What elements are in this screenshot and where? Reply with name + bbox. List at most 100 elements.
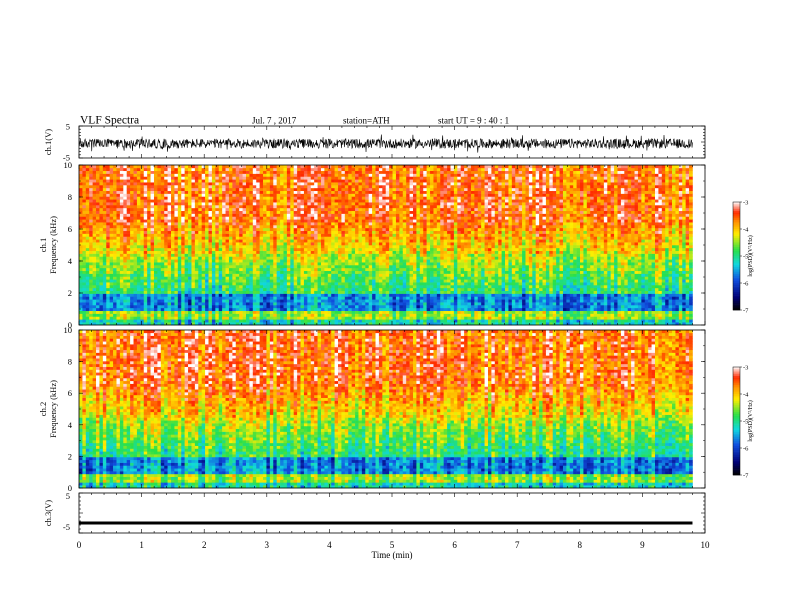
spectrogram-cell (126, 276, 131, 280)
spectrogram-cell (280, 182, 284, 186)
spectrogram-cell (314, 176, 318, 180)
spectrogram-cell (310, 253, 315, 257)
spectrogram-cell (259, 187, 264, 192)
spectrogram-cell (232, 296, 237, 300)
spectrogram-cell (259, 253, 264, 257)
spectrogram-cell (310, 202, 315, 206)
spectrogram-cell (324, 310, 329, 314)
spectrogram-cell (324, 245, 329, 249)
spectrogram-cell (171, 287, 175, 292)
spectrogram-cell (365, 167, 369, 172)
spectrogram-cell (167, 202, 172, 206)
spectrogram-cell (338, 287, 342, 292)
spectrogram-cell (96, 313, 100, 317)
spectrogram-cell (140, 205, 145, 209)
spectrogram-cell (215, 239, 220, 243)
spectrogram-cell (188, 296, 192, 300)
spectrogram-cell (269, 202, 274, 206)
spectrogram-cell (368, 265, 373, 269)
spectrogram-cell (85, 307, 90, 312)
spectrogram-cell (208, 185, 213, 189)
spectrogram-cell (355, 219, 359, 223)
spectrogram-cell (174, 210, 179, 214)
spectrogram-cell (235, 273, 240, 277)
spectrogram-cell (126, 310, 131, 314)
spectrogram-cell (181, 199, 185, 203)
spectrogram-cell (358, 230, 363, 234)
spectrogram-cell (341, 293, 346, 297)
spectrogram-cell (351, 190, 356, 194)
spectrogram-cell (320, 185, 325, 189)
spectrogram-cell (157, 213, 162, 217)
spectrogram-cell (259, 227, 264, 232)
spectrogram-cell (358, 213, 363, 217)
spectrogram-cell (116, 287, 121, 292)
spectrogram-cell (303, 216, 308, 220)
spectrogram-cell (150, 319, 155, 323)
spectrogram-cell (96, 216, 100, 220)
spectrogram-cell (153, 213, 158, 217)
spectrogram-cell (113, 205, 117, 209)
spectrogram-cell (283, 256, 288, 260)
spectrogram-cell (283, 250, 288, 254)
spectrogram-cell (153, 287, 158, 292)
spectrogram-cell (358, 225, 363, 229)
spectrogram-cell (147, 202, 151, 206)
spectrogram-cell (351, 225, 356, 229)
spectrogram-cell (123, 270, 128, 274)
spectrogram-cell (181, 190, 185, 194)
spectrogram-cell (109, 296, 114, 300)
spectrogram-cell (338, 262, 342, 266)
spectrogram-cell (252, 247, 257, 252)
spectrogram-cell (358, 239, 363, 243)
spectrogram-cell (123, 182, 128, 186)
spectrogram-cell (130, 179, 134, 183)
spectrogram-cell (133, 227, 138, 232)
spectrogram-cell (174, 225, 179, 229)
spectrogram-cell (208, 193, 213, 197)
spectrogram-cell (307, 267, 312, 272)
spectrogram-cell (365, 230, 369, 234)
spectrogram-cell (153, 299, 158, 303)
spectrogram-cell (290, 207, 295, 212)
spectrogram-cell (320, 247, 325, 252)
spectrogram-cell (222, 285, 226, 289)
spectrogram-cell (239, 245, 243, 249)
spectrogram-cell (136, 259, 141, 263)
spectrogram-cell (215, 259, 220, 263)
spectrogram-cell (252, 296, 257, 300)
spectrogram-cell (273, 227, 277, 232)
spectrogram-cell (314, 285, 318, 289)
spectrogram-cell (242, 187, 247, 192)
spectrogram-cell (225, 319, 230, 323)
spectrogram-cell (225, 273, 230, 277)
spectrogram-cell (130, 227, 134, 232)
spectrogram-cell (136, 196, 141, 200)
spectrogram-cell (266, 296, 271, 300)
spectrogram-cell (276, 245, 281, 249)
spectrogram-cell (252, 273, 257, 277)
spectrogram-cell (153, 267, 158, 272)
spectrogram-cell (314, 219, 318, 223)
spectrogram-cell (184, 210, 189, 214)
spectrogram-cell (372, 310, 376, 314)
spectrogram-cell (297, 193, 301, 197)
spectrogram-cell (372, 250, 376, 254)
spectrogram-cell (150, 230, 155, 234)
spectrogram-cell (283, 285, 288, 289)
spectrogram-cell (358, 322, 363, 326)
spectrogram-cell (365, 310, 369, 314)
spectrogram-cell (273, 179, 277, 183)
spectrogram-cell (314, 170, 318, 174)
spectrogram-cell (140, 202, 145, 206)
spectrogram-cell (82, 253, 87, 257)
spectrogram-cell (167, 276, 172, 280)
spectrogram-cell (130, 222, 134, 226)
spectrogram-cell (276, 267, 281, 272)
spectrogram-cell (123, 247, 128, 252)
spectrogram-cell (351, 273, 356, 277)
spectrogram-cell (235, 287, 240, 292)
spectrogram-cell (293, 185, 298, 189)
spectrogram-cell (130, 225, 134, 229)
spectrogram-cell (205, 190, 209, 194)
